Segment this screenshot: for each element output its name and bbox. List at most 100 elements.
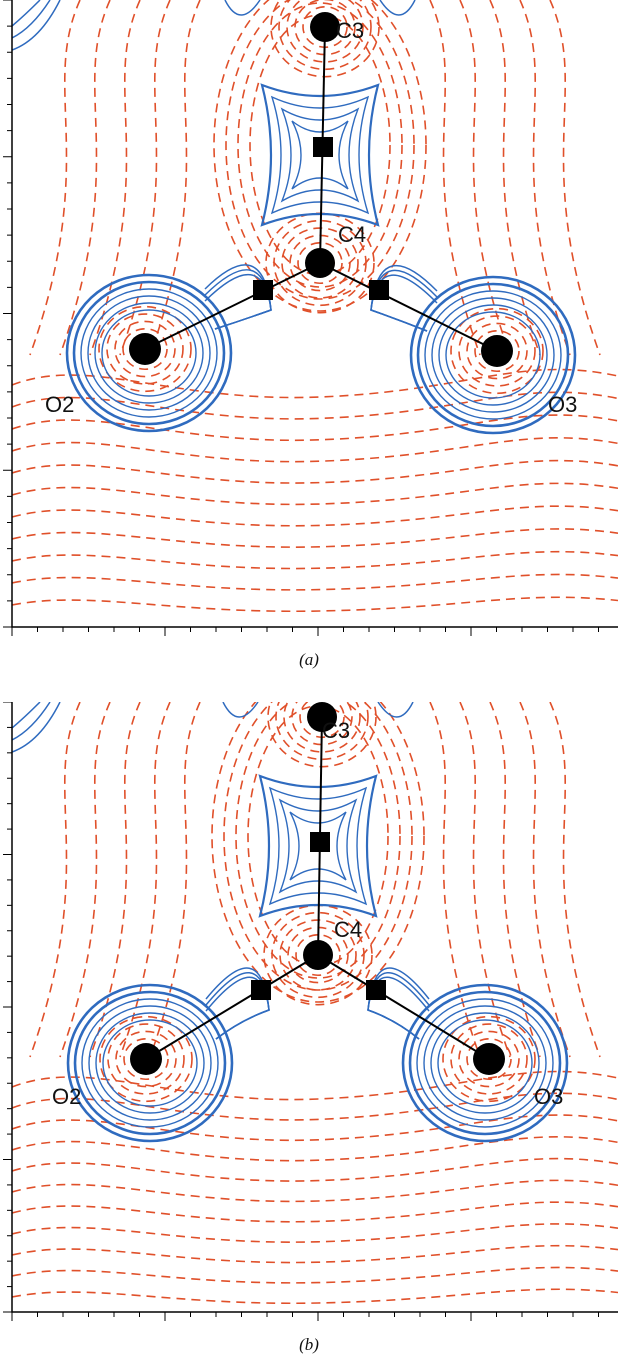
negative-contour-line bbox=[119, 702, 171, 1058]
negative-contour-line bbox=[12, 1179, 618, 1203]
negative-contour-line bbox=[12, 482, 618, 506]
bond-critical-point bbox=[369, 280, 389, 300]
positive-contour-corner bbox=[222, 702, 259, 718]
positive-contour-lobe bbox=[80, 288, 218, 418]
atom-label-o3: O3 bbox=[548, 392, 577, 417]
negative-contour-ring bbox=[211, 702, 425, 1003]
negative-contour-line bbox=[12, 1092, 618, 1121]
positive-contour-lobe bbox=[73, 990, 227, 1136]
atom-marker-o3 bbox=[473, 1043, 505, 1075]
negative-contour-line bbox=[489, 702, 541, 1058]
positive-contour-hourglass bbox=[280, 107, 360, 203]
positive-contour-lobe bbox=[416, 282, 570, 428]
positive-contour-lobe bbox=[431, 297, 555, 413]
negative-contour-line bbox=[519, 0, 571, 356]
negative-contour-line bbox=[59, 0, 111, 356]
negative-contour-line bbox=[12, 391, 618, 420]
negative-contour-ring bbox=[114, 320, 176, 378]
negative-contour-line bbox=[119, 0, 171, 356]
positive-contours-b bbox=[12, 702, 569, 1143]
atom-label-c3: C3 bbox=[322, 718, 350, 743]
negative-contour-ring bbox=[235, 702, 401, 979]
atom-label-o2: O2 bbox=[45, 392, 74, 417]
panel-b-caption: (b) bbox=[299, 1335, 319, 1354]
positive-contour-hourglass bbox=[270, 95, 370, 215]
atom-marker-c4 bbox=[303, 940, 333, 970]
negative-contour-line bbox=[12, 596, 618, 613]
positive-contour-corner bbox=[224, 0, 261, 16]
negative-contour-ring bbox=[98, 305, 192, 393]
negative-contour-ring bbox=[450, 1023, 528, 1095]
negative-contour-line bbox=[29, 702, 81, 1058]
positive-contour-lobe bbox=[445, 311, 541, 399]
negative-contour-ring bbox=[283, 702, 361, 753]
positive-contour-lobe bbox=[101, 309, 197, 397]
positive-contour-lobe bbox=[102, 1019, 198, 1107]
negative-contour-line bbox=[12, 505, 618, 527]
positive-contour-lobe bbox=[66, 983, 234, 1143]
negative-contour-ring bbox=[458, 315, 536, 387]
bond-critical-point bbox=[313, 137, 333, 157]
negative-contour-line bbox=[12, 368, 618, 399]
negative-contour-line bbox=[29, 0, 81, 356]
negative-contour-ring bbox=[107, 1023, 185, 1095]
positive-contour-hourglass bbox=[291, 120, 349, 190]
atom-marker-o2 bbox=[129, 333, 161, 365]
positive-contour-corner bbox=[12, 0, 51, 39]
positive-contour-lobe bbox=[95, 1012, 205, 1114]
atom-marker-o2 bbox=[130, 1043, 162, 1075]
negative-contour-line bbox=[149, 0, 201, 356]
positive-contour-hourglass bbox=[268, 786, 368, 906]
negative-contour-line bbox=[549, 0, 601, 356]
positive-contour-arm bbox=[204, 273, 272, 330]
positive-contour-hourglass bbox=[289, 811, 347, 881]
negative-contour-ring bbox=[237, 2, 403, 288]
negative-contour-line bbox=[429, 702, 481, 1058]
negative-contour-line bbox=[12, 1288, 618, 1305]
atom-label-c4: C4 bbox=[334, 917, 362, 942]
negative-contour-line bbox=[12, 528, 618, 548]
bond-critical-point bbox=[251, 980, 271, 1000]
negative-contour-ring bbox=[286, 0, 364, 63]
negative-contour-ring bbox=[278, 0, 372, 71]
negative-contour-line bbox=[12, 1157, 618, 1182]
atom-marker-c3 bbox=[307, 702, 337, 732]
negative-contour-line bbox=[12, 550, 618, 570]
positive-contour-corner bbox=[12, 702, 41, 729]
negative-contour-line bbox=[12, 437, 618, 463]
negative-contour-line bbox=[12, 1201, 618, 1223]
bond-c4-o3 bbox=[319, 262, 498, 352]
negative-contour-line bbox=[12, 1136, 618, 1162]
negative-contours-b bbox=[12, 702, 618, 1305]
positive-contour-corner bbox=[12, 702, 51, 741]
positive-contour-corner bbox=[12, 0, 61, 51]
negative-contour-ring bbox=[450, 307, 544, 395]
atom-marker-o3 bbox=[481, 335, 513, 367]
atom-label-c3: C3 bbox=[336, 18, 364, 43]
negative-contour-ring bbox=[275, 702, 369, 761]
positive-contour-lobe bbox=[81, 998, 219, 1128]
negative-contour-ring bbox=[466, 1037, 512, 1081]
negative-contour-line bbox=[12, 459, 618, 484]
positive-contour-hourglass bbox=[258, 774, 378, 918]
atom-label-c4: C4 bbox=[338, 222, 366, 247]
negative-contour-ring bbox=[223, 702, 413, 991]
negative-contour-line bbox=[59, 702, 111, 1058]
negative-contour-ring bbox=[99, 1015, 193, 1103]
frame-a bbox=[3, 0, 618, 636]
negative-contour-ring bbox=[474, 329, 520, 373]
positive-contour-lobe bbox=[430, 1012, 540, 1114]
positive-contour-hourglass bbox=[260, 83, 380, 227]
negative-contour-ring bbox=[458, 1030, 520, 1088]
bond-critical-point bbox=[310, 832, 330, 852]
negative-contour-line bbox=[89, 702, 141, 1058]
atom-label-o2: O2 bbox=[52, 1084, 81, 1109]
bond-c4-o2 bbox=[145, 954, 319, 1060]
positive-contours-a bbox=[12, 0, 577, 435]
positive-contour-lobe bbox=[87, 295, 211, 411]
bond-critical-point bbox=[253, 280, 273, 300]
negative-contour-line bbox=[12, 1266, 618, 1284]
negative-contour-ring bbox=[466, 322, 528, 380]
contour-panel-a: C3 C4 O2 O3 bbox=[3, 0, 618, 636]
positive-contour-lobe bbox=[423, 1005, 547, 1121]
